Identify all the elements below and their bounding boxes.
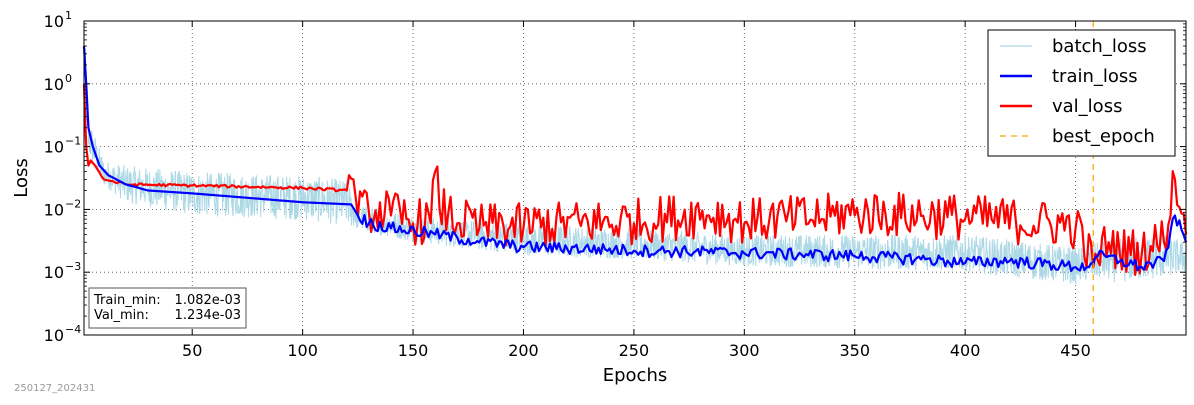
y-tick-exponent: −2	[65, 197, 81, 210]
y-tick-label: 10	[44, 12, 64, 31]
min-annotation-box: Train_min: 1.082e-03 Val_min: 1.234e-03	[88, 287, 247, 329]
y-tick-exponent: 1	[65, 9, 72, 22]
x-tick-label: 250	[619, 341, 650, 360]
annotation-label: Val_min:	[94, 308, 149, 323]
y-tick-label: 10	[44, 326, 64, 345]
x-tick-label: 400	[950, 341, 981, 360]
legend-label-best-epoch: best_epoch	[1052, 126, 1155, 147]
train-loss-line	[82, 45, 1188, 273]
x-tick-label: 50	[182, 341, 202, 360]
val-loss-line	[82, 83, 1188, 277]
annotation-box	[88, 287, 247, 329]
legend-label-train-loss: train_loss	[1052, 66, 1138, 87]
x-tick-label: 300	[729, 341, 760, 360]
x-tick-label: 350	[839, 341, 870, 360]
x-axis-label: Epochs	[603, 365, 668, 386]
legend-label-val-loss: val_loss	[1052, 96, 1122, 117]
y-tick-label: 10	[44, 75, 64, 94]
series-layer	[82, 21, 1188, 335]
y-axis-label: Loss	[11, 158, 32, 197]
footer-stamp: 250127_202431	[14, 383, 96, 394]
x-tick-label: 450	[1060, 341, 1091, 360]
plot-frame	[83, 20, 1187, 336]
legend-label-batch-loss: batch_loss	[1052, 36, 1147, 57]
x-tick-label: 100	[287, 341, 318, 360]
y-tick-exponent: −3	[65, 260, 81, 273]
x-tick-label: 150	[398, 341, 429, 360]
y-tick-label: 10	[44, 138, 64, 157]
y-tick-exponent: −4	[65, 323, 81, 336]
annotation-value: 1.234e-03	[175, 308, 241, 323]
x-tick-label: 200	[508, 341, 539, 360]
legend-box	[987, 29, 1176, 157]
legend: batch_loss train_loss val_loss best_epoch	[987, 29, 1176, 157]
annotation-value: 1.082e-03	[175, 293, 241, 308]
y-tick-exponent: 0	[65, 72, 72, 85]
y-tick-label: 10	[44, 263, 64, 282]
y-tick-exponent: −1	[65, 135, 81, 148]
y-tick-label: 10	[44, 200, 64, 219]
annotation-label: Train_min:	[93, 293, 161, 308]
